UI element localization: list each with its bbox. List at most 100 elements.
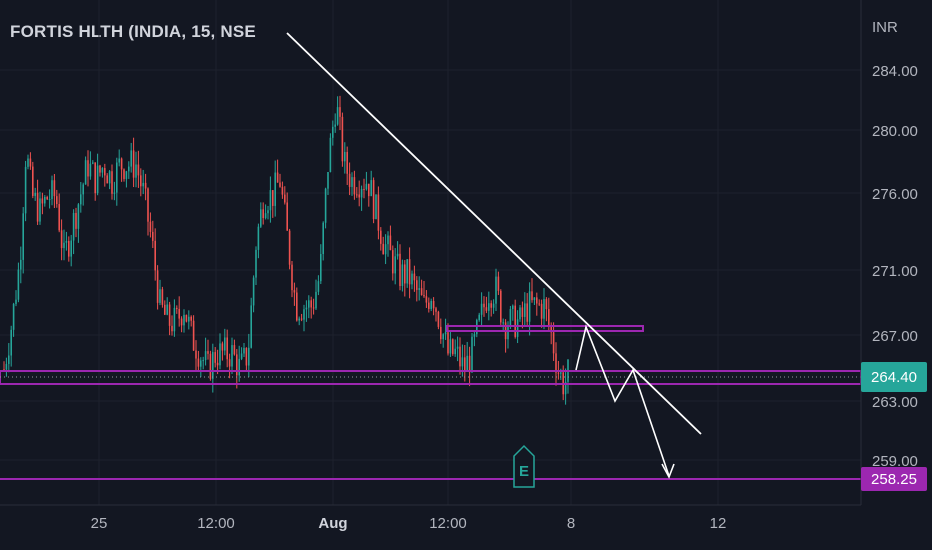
candle-body bbox=[65, 240, 68, 243]
candle-body bbox=[75, 212, 77, 229]
support-zone[interactable] bbox=[0, 370, 862, 385]
candle-body bbox=[296, 292, 298, 321]
candle-body bbox=[111, 171, 113, 194]
candle-body bbox=[29, 158, 32, 167]
candle-body bbox=[459, 346, 461, 367]
candle-body bbox=[10, 329, 12, 356]
candle-body bbox=[495, 276, 497, 304]
candle-body bbox=[351, 177, 353, 187]
price-axis[interactable]: INR 284.00 280.00 276.00 271.00 267.00 263.00 2… bbox=[872, 19, 918, 470]
candle-body bbox=[305, 307, 308, 310]
candle-body bbox=[116, 162, 118, 193]
candle-body bbox=[58, 204, 60, 231]
candle-body bbox=[161, 289, 164, 305]
candle-body bbox=[336, 107, 339, 125]
candle-body bbox=[514, 305, 516, 337]
y-tick-label: 284.00 bbox=[872, 63, 918, 80]
candle-body bbox=[82, 184, 84, 195]
candle-body bbox=[216, 362, 219, 366]
candle-body bbox=[89, 163, 92, 177]
candle-body bbox=[521, 307, 524, 317]
candle-body bbox=[540, 303, 543, 319]
candle-body bbox=[195, 350, 197, 359]
candle-body bbox=[509, 309, 512, 327]
projected-path[interactable] bbox=[575, 324, 670, 477]
candle-body bbox=[293, 290, 296, 293]
candle-body bbox=[108, 171, 111, 184]
candle-body bbox=[497, 276, 500, 291]
candle-body bbox=[113, 192, 116, 194]
candle-body bbox=[420, 288, 423, 296]
candle-body bbox=[257, 226, 260, 250]
time-axis[interactable]: 25 12:00 Aug 12:00 8 12 bbox=[91, 515, 727, 532]
markers: E bbox=[513, 444, 535, 488]
candle-body bbox=[147, 188, 149, 222]
candle-body bbox=[360, 188, 363, 198]
candle-body bbox=[207, 351, 209, 354]
candle-body bbox=[471, 336, 473, 373]
candle-body bbox=[34, 192, 36, 196]
candle-body bbox=[202, 360, 204, 362]
candle-body bbox=[444, 332, 447, 335]
candle-body bbox=[437, 311, 440, 327]
candle-body bbox=[372, 180, 375, 219]
candle-body bbox=[118, 158, 120, 163]
candle-body bbox=[478, 314, 480, 321]
candle-body bbox=[176, 307, 178, 309]
candle-body bbox=[531, 291, 533, 301]
candle-body bbox=[183, 314, 185, 326]
candle-body bbox=[142, 182, 144, 187]
candle-body bbox=[394, 256, 396, 274]
price-labels: 264.40 258.25 bbox=[861, 362, 927, 491]
candle-body bbox=[130, 150, 132, 167]
candle-body bbox=[15, 299, 17, 304]
candle-body bbox=[260, 209, 262, 227]
candle-body bbox=[286, 202, 288, 231]
descending-trendline[interactable] bbox=[286, 32, 702, 435]
y-tick-label: 263.00 bbox=[872, 394, 918, 411]
candle-body bbox=[408, 259, 411, 285]
candle-body bbox=[224, 337, 226, 351]
candle-body bbox=[401, 264, 404, 286]
chart-title: FORTIS HLTH (INDIA, 15, NSE bbox=[10, 22, 256, 41]
candle-body bbox=[512, 305, 514, 310]
candle-body bbox=[454, 348, 456, 355]
grid-lines bbox=[0, 0, 861, 505]
candle-body bbox=[300, 318, 303, 320]
earnings-marker-text: E bbox=[519, 463, 529, 480]
candle-body bbox=[188, 316, 190, 322]
candle-body bbox=[344, 152, 346, 162]
candle-body bbox=[502, 322, 504, 324]
candle-body bbox=[264, 213, 267, 219]
resistance-box[interactable] bbox=[446, 325, 644, 332]
candle-body bbox=[552, 332, 555, 354]
candle-body bbox=[315, 291, 317, 309]
candle-body bbox=[17, 269, 20, 300]
candle-body bbox=[204, 351, 207, 361]
candle-body bbox=[245, 347, 248, 366]
candle-body bbox=[341, 116, 344, 162]
candle-body bbox=[56, 196, 58, 205]
candles bbox=[3, 95, 569, 405]
candle-body bbox=[396, 253, 399, 257]
candle-body bbox=[178, 308, 180, 319]
candle-body bbox=[8, 355, 10, 364]
candle-body bbox=[485, 307, 488, 311]
candle-body bbox=[468, 355, 471, 373]
candle-body bbox=[543, 299, 545, 319]
drawings[interactable] bbox=[0, 32, 862, 480]
candle-body bbox=[185, 314, 188, 322]
candle-body bbox=[250, 305, 252, 348]
candle-body bbox=[312, 307, 315, 309]
candle-body bbox=[377, 194, 380, 231]
candle-body bbox=[166, 304, 168, 315]
x-tick-label: 12 bbox=[710, 515, 727, 532]
earnings-marker-icon[interactable] bbox=[513, 444, 535, 488]
price-label-text: 258.25 bbox=[871, 471, 917, 488]
candle-body bbox=[473, 334, 476, 337]
candle-body bbox=[480, 303, 483, 315]
candle-body bbox=[60, 230, 63, 249]
candle-body bbox=[94, 162, 96, 194]
candle-body bbox=[190, 316, 192, 321]
